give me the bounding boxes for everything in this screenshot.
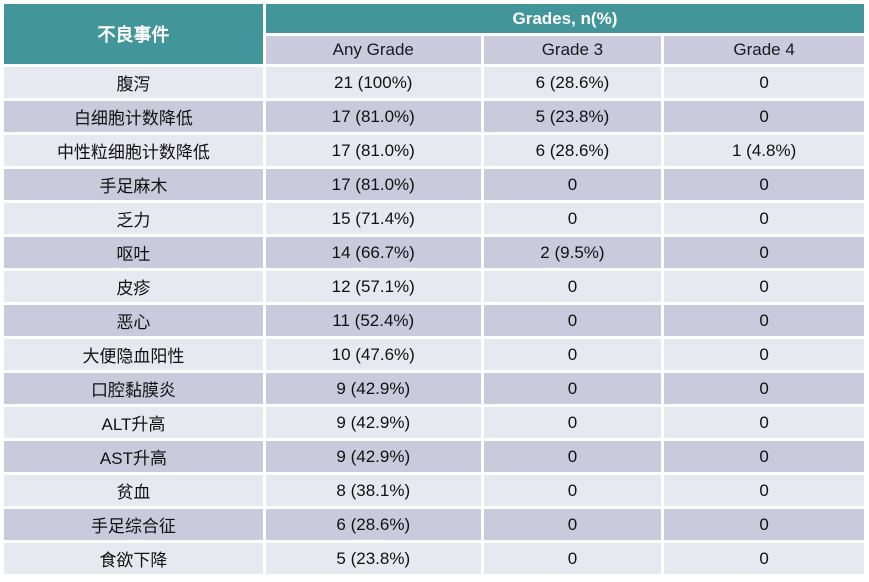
grade4-cell: 0	[664, 101, 864, 132]
grade3-cell: 5 (23.8%)	[483, 101, 662, 132]
event-cell: 手足麻木	[4, 169, 263, 200]
grade3-cell: 2 (9.5%)	[483, 237, 662, 268]
grade4-cell: 1 (4.8%)	[664, 135, 864, 166]
event-cell: 大便隐血阳性	[4, 339, 263, 370]
grade3-cell: 0	[483, 441, 662, 472]
table-row: 手足麻木 17 (81.0%) 0 0	[4, 169, 864, 200]
column-group-header-grades: Grades, n(%)	[265, 4, 864, 33]
grade4-cell: 0	[664, 67, 864, 98]
column-header-grade-3: Grade 3	[483, 36, 662, 64]
grade3-cell: 0	[483, 543, 662, 574]
grade3-cell: 6 (28.6%)	[483, 67, 662, 98]
any-grade-cell: 17 (81.0%)	[265, 135, 481, 166]
event-cell: 皮疹	[4, 271, 263, 302]
grade3-cell: 0	[483, 203, 662, 234]
event-cell: ALT升高	[4, 407, 263, 438]
table-row: 恶心 11 (52.4%) 0 0	[4, 305, 864, 336]
table-row: ALT升高 9 (42.9%) 0 0	[4, 407, 864, 438]
event-cell: 白细胞计数降低	[4, 101, 263, 132]
table-row: 呕吐 14 (66.7%) 2 (9.5%) 0	[4, 237, 864, 268]
table-row: 贫血 8 (38.1%) 0 0	[4, 475, 864, 506]
grade3-cell: 0	[483, 509, 662, 540]
event-cell: 口腔黏膜炎	[4, 373, 263, 404]
table-row: 乏力 15 (71.4%) 0 0	[4, 203, 864, 234]
any-grade-cell: 9 (42.9%)	[265, 441, 481, 472]
any-grade-cell: 10 (47.6%)	[265, 339, 481, 370]
any-grade-cell: 9 (42.9%)	[265, 373, 481, 404]
any-grade-cell: 12 (57.1%)	[265, 271, 481, 302]
event-cell: 食欲下降	[4, 543, 263, 574]
grade4-cell: 0	[664, 407, 864, 438]
table-row: AST升高 9 (42.9%) 0 0	[4, 441, 864, 472]
event-cell: AST升高	[4, 441, 263, 472]
any-grade-cell: 6 (28.6%)	[265, 509, 481, 540]
grade4-cell: 0	[664, 237, 864, 268]
grade3-cell: 0	[483, 475, 662, 506]
table-row: 白细胞计数降低 17 (81.0%) 5 (23.8%) 0	[4, 101, 864, 132]
column-header-grade-4: Grade 4	[664, 36, 864, 64]
grade3-cell: 0	[483, 169, 662, 200]
grade4-cell: 0	[664, 543, 864, 574]
grade4-cell: 0	[664, 305, 864, 336]
grade4-cell: 0	[664, 475, 864, 506]
grade4-cell: 0	[664, 339, 864, 370]
any-grade-cell: 8 (38.1%)	[265, 475, 481, 506]
table-row: 手足综合征 6 (28.6%) 0 0	[4, 509, 864, 540]
column-header-any-grade: Any Grade	[265, 36, 481, 64]
grade4-cell: 0	[664, 271, 864, 302]
grade4-cell: 0	[664, 169, 864, 200]
table-row: 腹泻 21 (100%) 6 (28.6%) 0	[4, 67, 864, 98]
any-grade-cell: 17 (81.0%)	[265, 169, 481, 200]
event-cell: 中性粒细胞计数降低	[4, 135, 263, 166]
any-grade-cell: 9 (42.9%)	[265, 407, 481, 438]
any-grade-cell: 21 (100%)	[265, 67, 481, 98]
any-grade-cell: 11 (52.4%)	[265, 305, 481, 336]
column-header-adverse-event: 不良事件	[4, 4, 263, 64]
event-cell: 乏力	[4, 203, 263, 234]
grade4-cell: 0	[664, 203, 864, 234]
table-body: 腹泻 21 (100%) 6 (28.6%) 0 白细胞计数降低 17 (81.0%) 5 …	[4, 67, 864, 574]
any-grade-cell: 15 (71.4%)	[265, 203, 481, 234]
grade3-cell: 6 (28.6%)	[483, 135, 662, 166]
table-row: 食欲下降 5 (23.8%) 0 0	[4, 543, 864, 574]
grade3-cell: 0	[483, 373, 662, 404]
grade3-cell: 0	[483, 407, 662, 438]
table-row: 口腔黏膜炎 9 (42.9%) 0 0	[4, 373, 864, 404]
event-cell: 贫血	[4, 475, 263, 506]
table-row: 中性粒细胞计数降低 17 (81.0%) 6 (28.6%) 1 (4.8%)	[4, 135, 864, 166]
event-cell: 恶心	[4, 305, 263, 336]
event-cell: 呕吐	[4, 237, 263, 268]
grade4-cell: 0	[664, 509, 864, 540]
grade4-cell: 0	[664, 441, 864, 472]
table-row: 大便隐血阳性 10 (47.6%) 0 0	[4, 339, 864, 370]
event-cell: 手足综合征	[4, 509, 263, 540]
any-grade-cell: 5 (23.8%)	[265, 543, 481, 574]
event-cell: 腹泻	[4, 67, 263, 98]
table-row: 皮疹 12 (57.1%) 0 0	[4, 271, 864, 302]
grade4-cell: 0	[664, 373, 864, 404]
grade3-cell: 0	[483, 271, 662, 302]
grade3-cell: 0	[483, 305, 662, 336]
grade3-cell: 0	[483, 339, 662, 370]
any-grade-cell: 14 (66.7%)	[265, 237, 481, 268]
any-grade-cell: 17 (81.0%)	[265, 101, 481, 132]
